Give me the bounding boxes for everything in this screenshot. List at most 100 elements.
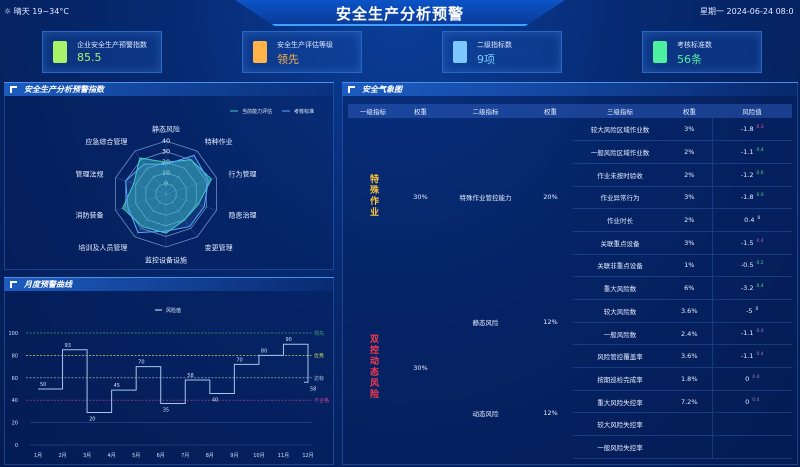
table-row: 双控动态风险 30% 静态风险 12% 重大风险数 6% -3.2 0.4 xyxy=(348,276,792,400)
level2-weight: 20% xyxy=(543,193,558,202)
radar-spoke xyxy=(165,150,198,195)
table-row: 关联重点设备 3% -1.5 0.4 xyxy=(348,231,792,255)
radar-tick: 0 xyxy=(164,179,168,187)
risk-delta: 0.4 xyxy=(756,329,764,335)
x-tick-label: 1月 xyxy=(34,453,42,459)
level3-indicator: 较大风险数 xyxy=(573,299,667,323)
stat-value: 9项 xyxy=(477,53,495,66)
level3-weight: 1.8% xyxy=(667,367,712,391)
x-tick-label: 4月 xyxy=(108,453,116,459)
risk-value: -0.5 xyxy=(740,261,754,270)
level3-indicator: 风险管控覆盖率 xyxy=(573,344,667,369)
radar-axis-label: 监控设备设施 xyxy=(145,256,187,265)
stat-value: 领先 xyxy=(277,53,299,66)
stat-card: 企业安全生产预警指数 85.5 xyxy=(42,31,162,73)
threshold-label: 不合格 xyxy=(314,397,329,404)
level3-indicator: 关联重点设备 xyxy=(573,231,667,255)
x-tick-label: 3月 xyxy=(83,453,91,459)
data-label: 70 xyxy=(138,360,144,366)
radar-axis-label: 特种作业 xyxy=(205,137,233,146)
risk-delta: 0.3 xyxy=(756,125,764,131)
level3-indicator: 作业未按时验收 xyxy=(573,163,667,187)
level3-weight: 2% xyxy=(667,140,712,164)
radar-spoke xyxy=(115,193,167,211)
level3-weight: 2.4% xyxy=(667,322,712,346)
risk-value: -1.2 xyxy=(740,170,754,179)
risk-delta: 0.4 xyxy=(756,352,764,358)
table-row: 作业时长 2% 0.4 0 xyxy=(348,208,792,232)
risk-delta: 0.4 xyxy=(752,374,760,380)
cube-icon xyxy=(253,41,267,63)
level3-weight: 3% xyxy=(667,186,712,210)
radar-axis-label: 管理法规 xyxy=(75,170,103,179)
weather: ☼ 晴天 19~34°C xyxy=(4,6,69,17)
data-label: 80 xyxy=(261,348,267,354)
level3-weight: 6% xyxy=(667,276,712,300)
radar-ring xyxy=(115,140,217,248)
table-row: 较大风险失控率 xyxy=(348,412,792,437)
risk-delta: 0.6 xyxy=(756,170,764,176)
level3-weight: 3% xyxy=(667,231,712,255)
y-tick-label: 0 xyxy=(15,443,18,449)
risk-value: -1.1 xyxy=(740,329,754,338)
datetime: 星期一 2024-06-24 08:0 xyxy=(700,7,794,16)
level3-indicator: 重大风险数 xyxy=(573,276,667,300)
level3-weight: 2% xyxy=(667,163,712,187)
radar-axis-label: 变更管理 xyxy=(205,243,233,252)
x-tick-label: 5月 xyxy=(132,453,140,459)
radar-axis-label: 应急综合管理 xyxy=(85,137,127,146)
level3-indicator: 较大风险失控率 xyxy=(573,412,667,437)
column-header: 权重 xyxy=(398,104,443,118)
x-tick-label: 7月 xyxy=(181,453,189,459)
level2-weight: 12% xyxy=(543,318,558,327)
column-header: 二级指标 xyxy=(443,104,528,118)
line-panel-title: 月度预警曲线 xyxy=(4,277,334,291)
table-row: 关联非重点设备 1% -0.5 0.2 xyxy=(348,254,792,278)
threshold-label: 领先 xyxy=(314,330,324,337)
table-header: 一级指标 权重 二级指标 权重 三级指标 权重 风险值 xyxy=(348,104,792,118)
level3-weight xyxy=(667,412,712,437)
y-tick-label: 60 xyxy=(12,376,18,382)
radar-spoke xyxy=(165,193,217,211)
table-row: 重大风险失控率 7.2% 0 0.4 xyxy=(348,390,792,414)
level3-indicator: 一般风险失控率 xyxy=(573,435,667,459)
level3-indicator: 作业时长 xyxy=(573,208,667,232)
data-label: 40 xyxy=(212,397,218,403)
sun-icon: ☼ xyxy=(4,7,14,16)
level3-weight: 2% xyxy=(667,208,712,232)
table-row: 作业异常行为 3% -1.8 0.0 xyxy=(348,186,792,210)
risk-value: -5 xyxy=(746,306,753,315)
table-row: 作业未按时验收 2% -1.2 0.6 xyxy=(348,163,792,187)
clipboard-icon xyxy=(653,41,667,63)
risk-value: 0.4 xyxy=(744,216,755,225)
legend-label: 考核标准 xyxy=(294,108,314,115)
risk-delta: 0.0 xyxy=(756,193,764,199)
threshold-label: 达标 xyxy=(314,375,324,382)
level3-weight: 7.2% xyxy=(667,390,712,414)
risk-value: -1.1 xyxy=(740,352,754,361)
radar-axis-label: 消防装备 xyxy=(75,210,103,219)
stat-card: 二级指标数 9项 xyxy=(442,31,562,73)
stat-label: 考核标准数 xyxy=(677,41,712,49)
radar-axis-label: 培训及人员管理 xyxy=(78,243,127,252)
data-label: 20 xyxy=(89,417,95,423)
x-tick-label: 12月 xyxy=(302,453,313,459)
level1-indicator: 双控动态风险 xyxy=(368,333,378,400)
radar-spoke xyxy=(115,177,167,195)
table-panel-title: 安全气象图 xyxy=(342,82,798,96)
legend-label: 风险值 xyxy=(166,307,181,314)
risk-delta: 0 xyxy=(755,306,759,312)
radar-axis-label: 隐患治理 xyxy=(229,210,257,219)
level3-weight xyxy=(667,435,712,459)
y-tick-label: 40 xyxy=(12,398,18,404)
data-label: 90 xyxy=(285,337,291,343)
x-tick-label: 10月 xyxy=(253,453,264,459)
risk-value: 0 xyxy=(745,374,750,383)
level3-weight: 3.6% xyxy=(667,299,712,323)
data-label: 35 xyxy=(163,408,169,414)
x-tick-label: 2月 xyxy=(58,453,66,459)
column-header: 权重 xyxy=(667,104,712,118)
radar-spoke xyxy=(165,193,198,238)
level2-indicator: 动态风险 xyxy=(472,409,499,418)
level3-indicator: 按期巡检完成率 xyxy=(573,367,667,391)
